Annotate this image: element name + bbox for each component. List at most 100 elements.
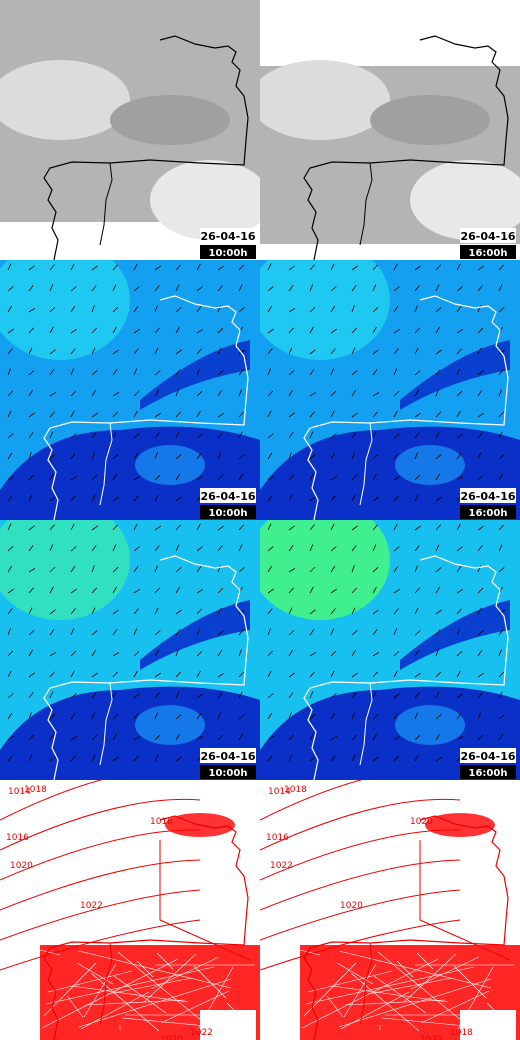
contour — [117, 951, 203, 1022]
wind-arrow — [330, 565, 336, 573]
wind-arrow — [70, 588, 78, 594]
contour — [350, 972, 420, 1032]
wind-arrow — [351, 370, 358, 376]
wind-arrow — [267, 495, 273, 502]
wind-arrow — [238, 473, 244, 481]
wind-arrow — [393, 628, 398, 636]
wind-arrow — [498, 264, 505, 271]
wind-arrow — [133, 565, 139, 573]
wind-arrow — [288, 692, 294, 699]
wind-arrow — [7, 452, 13, 460]
wind-arrow — [309, 671, 315, 678]
wind-arrow — [28, 587, 34, 594]
wind-arrow — [372, 392, 380, 397]
wind-arrow — [70, 286, 77, 292]
wind-arrow — [309, 496, 316, 502]
wind-arrow — [133, 755, 139, 762]
isobar-label: 1016 — [6, 833, 29, 843]
wind-arrow — [456, 713, 462, 720]
wind-arrow — [154, 474, 161, 481]
wind-arrow — [28, 630, 35, 636]
wind-arrow — [217, 370, 224, 376]
wind-arrow — [393, 433, 400, 439]
wind-arrow — [217, 265, 225, 271]
wind-arrow — [112, 431, 117, 439]
wind-arrow — [351, 692, 357, 699]
wind-arrow — [28, 474, 35, 481]
map-panel: 26-04-16 16:00h — [260, 520, 520, 780]
wind-arrow — [435, 473, 441, 481]
wind-arrow — [414, 712, 418, 720]
date-box — [200, 748, 256, 763]
contour — [344, 999, 446, 1006]
wind-arrow — [372, 524, 378, 531]
coastline — [303, 555, 509, 780]
wind-arrow — [267, 546, 274, 552]
wind-arrow — [372, 411, 378, 418]
wind-arrow — [435, 326, 440, 334]
border — [359, 162, 373, 246]
wind-arrow — [70, 523, 75, 531]
wind-arrow — [330, 368, 334, 376]
wind-arrow — [28, 308, 36, 313]
wind-arrow — [70, 693, 77, 699]
wind-arrow — [351, 672, 358, 678]
wind-arrow — [49, 306, 56, 313]
wind-arrow — [330, 305, 336, 313]
wind-arrow — [7, 670, 12, 678]
wind-arrow — [477, 285, 483, 292]
wind-arrow — [372, 714, 379, 720]
contour — [107, 977, 193, 995]
wind-arrow — [498, 609, 505, 615]
wind-arrow — [133, 410, 138, 418]
coastline — [43, 815, 249, 1040]
wind-arrow — [7, 523, 12, 531]
wind-arrow — [372, 609, 379, 615]
wind-arrow — [330, 588, 338, 594]
map-panel: 1014 1016 1018 1020 1022 1020 1018 1022 — [260, 780, 520, 1040]
isobar — [260, 780, 363, 821]
wind-arrow — [414, 607, 419, 615]
wind-arrow — [330, 328, 338, 334]
wind-arrow — [267, 305, 273, 313]
isobar — [0, 780, 103, 821]
wind-arrow — [288, 587, 294, 594]
wind-arrow — [196, 410, 201, 418]
isobar — [0, 889, 201, 941]
wind-arrow — [49, 349, 56, 355]
wind-arrow — [49, 524, 55, 531]
wind-arrow — [351, 347, 356, 355]
contour — [307, 970, 393, 993]
wind-arrow — [238, 649, 242, 657]
wind-arrow — [91, 474, 98, 481]
wind-arrow — [238, 609, 245, 615]
wind-arrow — [175, 756, 182, 762]
wind-arrow — [330, 263, 335, 271]
wind-arrow — [477, 565, 481, 573]
wind-arrow — [414, 587, 421, 594]
wind-arrow — [414, 734, 421, 741]
wind-arrow — [309, 713, 316, 720]
wind-arrow — [91, 545, 97, 552]
wind-patch — [395, 705, 465, 745]
wind-arrow — [7, 628, 11, 636]
wind-arrow — [414, 452, 418, 460]
wind-arrow — [70, 712, 76, 720]
wind-arrow — [477, 587, 484, 594]
wind-arrow — [435, 671, 442, 678]
wind-arrow — [267, 328, 274, 334]
wind-arrow — [133, 628, 138, 636]
wind-strong — [140, 600, 250, 670]
wind-arrow — [154, 370, 161, 376]
date-box — [460, 228, 516, 243]
wind-arrow — [112, 652, 120, 657]
contour — [66, 995, 84, 1018]
wind-arrow — [175, 544, 180, 552]
wind-arrow — [91, 712, 95, 720]
wind-arrow — [372, 349, 379, 355]
wind-arrow — [7, 390, 14, 397]
wind-arrow — [351, 630, 358, 636]
time-label: 16:00h — [469, 768, 508, 779]
wind-arrow — [477, 525, 485, 531]
